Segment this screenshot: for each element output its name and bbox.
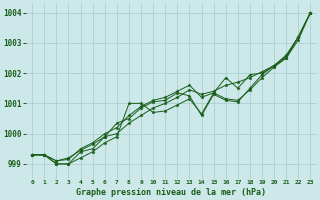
X-axis label: Graphe pression niveau de la mer (hPa): Graphe pression niveau de la mer (hPa) bbox=[76, 188, 266, 197]
